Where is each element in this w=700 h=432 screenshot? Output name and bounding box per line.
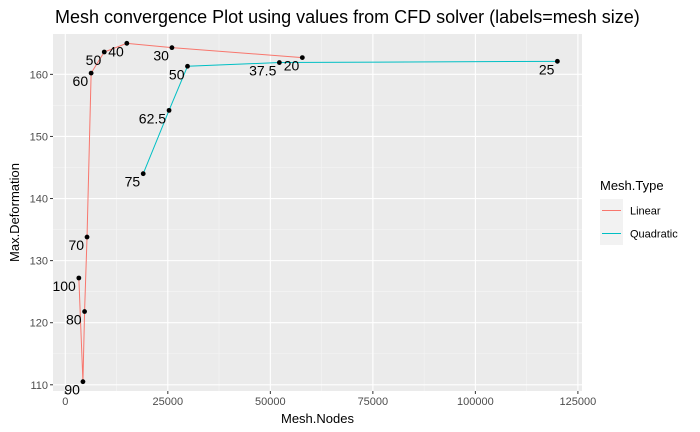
point-label: 30 [153,48,169,64]
x-tick-label: 75000 [358,396,389,408]
x-tick-label: 0 [62,396,68,408]
point-label: 50 [86,52,102,68]
data-point [84,234,90,240]
data-point [276,60,282,65]
data-point [80,379,86,385]
data-point [166,107,172,113]
data-point [82,309,87,314]
data-point [169,45,175,51]
point-label: 90 [64,382,80,398]
data-point [88,70,94,76]
data-point [140,171,146,177]
legend: Mesh.Type Linear Quadratic [600,178,678,245]
point-label: 80 [66,312,82,328]
point-label: 75 [125,174,141,190]
point-label: 100 [52,278,76,294]
legend-label-linear: Linear [630,206,661,218]
point-label: 25 [539,61,555,77]
y-tick-label: 140 [30,194,48,206]
data-points [76,40,560,385]
grid-lines [53,34,582,391]
x-axis-title: Mesh.Nodes [281,411,354,426]
point-label: 40 [108,43,124,59]
point-label: 60 [73,73,89,89]
data-point [299,55,305,60]
x-tick-label: 125000 [560,396,597,408]
point-label: 50 [169,66,185,82]
plot-panel [53,34,582,391]
data-point [124,40,130,46]
x-tick-label: 50000 [255,396,286,408]
data-point [101,49,107,55]
data-point [185,63,190,69]
y-tick-label: 160 [30,69,48,81]
y-tick-label: 110 [30,380,48,392]
point-label: 20 [284,58,300,74]
x-tick-label: 100000 [457,396,494,408]
data-point [76,275,82,281]
legend-label-quadratic: Quadratic [630,229,678,241]
x-tick-label: 25000 [153,396,184,408]
axes: 0 25000 50000 75000 100000 125000 110 120 130 140… [30,69,597,408]
point-label: 62.5 [139,110,166,126]
y-axis-title: Max.Deformation [7,163,22,262]
chart-title: Mesh convergence Plot using values from … [55,7,640,27]
point-labels: 90 80 100 70 60 50 40 30 20 75 62.5 50 37.5 25 [52,43,554,397]
point-label: 70 [68,237,84,253]
y-tick-label: 120 [30,318,48,330]
point-label: 37.5 [249,63,276,79]
y-tick-label: 130 [30,256,48,268]
y-tick-label: 150 [30,131,48,143]
data-point [554,58,560,64]
legend-title: Mesh.Type [600,178,664,193]
